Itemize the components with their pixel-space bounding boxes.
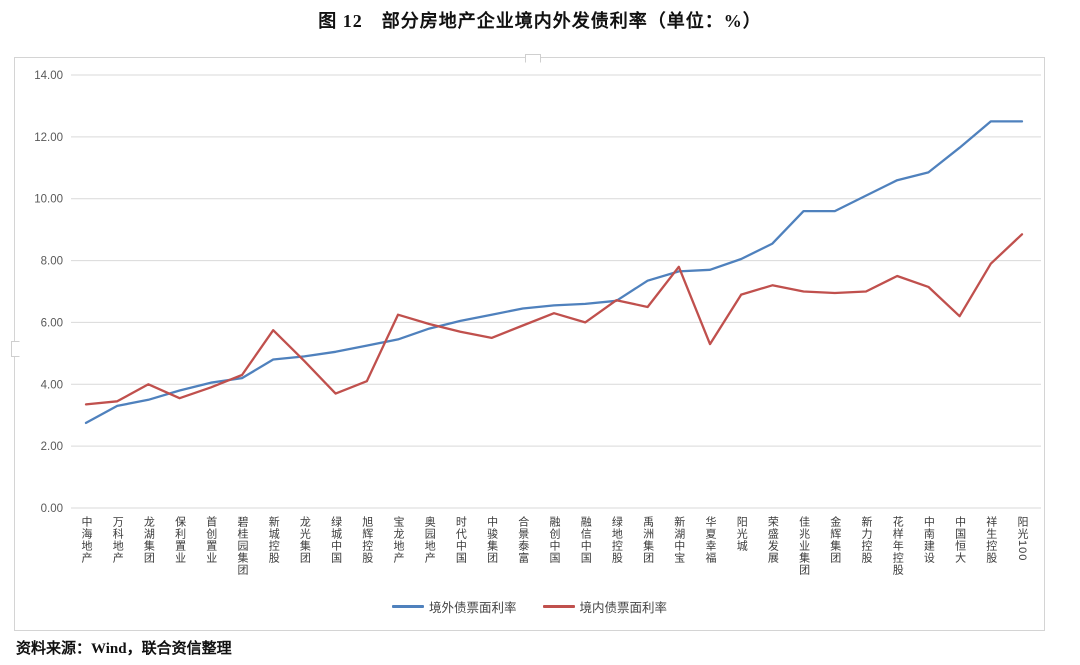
x-axis-label: 首创置业 bbox=[204, 516, 217, 564]
x-axis-label: 花样年控股 bbox=[891, 516, 904, 576]
x-axis-label: 新湖中宝 bbox=[672, 516, 685, 564]
x-axis-label: 宝龙地产 bbox=[392, 516, 404, 564]
offshore-line-swatch-icon bbox=[391, 605, 424, 608]
legend-label-offshore: 境外债票面利率 bbox=[428, 601, 517, 615]
y-axis-tick-label: 14.00 bbox=[34, 70, 63, 82]
x-axis-label: 金辉集团 bbox=[828, 516, 841, 564]
x-axis-label: 龙湖集团 bbox=[142, 516, 155, 564]
x-axis-label: 新力控股 bbox=[860, 516, 872, 564]
x-axis-label: 禹洲集团 bbox=[641, 516, 654, 564]
x-axis-label: 中海地产 bbox=[80, 516, 92, 564]
x-axis-label: 祥生控股 bbox=[984, 516, 997, 564]
y-axis-tick-label: 12.00 bbox=[34, 132, 63, 144]
legend-item-onshore: 境内债票面利率 bbox=[542, 597, 668, 616]
chart-container: 0.00 2.00 4.00 6.00 8.00 10.00 12.00 14.00 中海地产… bbox=[11, 54, 1045, 631]
y-axis-tick-label: 8.00 bbox=[41, 256, 63, 268]
x-axis-label: 荣盛发展 bbox=[766, 516, 779, 564]
x-axis-label: 时代中国 bbox=[454, 516, 467, 564]
page-title: 图 12 部分房地产企业境内外发债利率（单位：%） bbox=[318, 11, 762, 31]
onshore-line-swatch-icon bbox=[542, 605, 575, 608]
y-axis-tick-label: 4.00 bbox=[41, 379, 63, 391]
x-axis-label: 新城控股 bbox=[267, 516, 280, 564]
x-axis-label: 合景泰富 bbox=[516, 516, 529, 564]
x-axis-label: 旭辉控股 bbox=[360, 516, 373, 564]
chart-selection-handle-top bbox=[525, 54, 541, 63]
line-chart-canvas: 0.00 2.00 4.00 6.00 8.00 10.00 12.00 14.00 bbox=[34, 70, 1041, 515]
x-axis-label: 融创中国 bbox=[548, 516, 560, 564]
x-axis-label: 融信中国 bbox=[579, 516, 592, 564]
x-axis-label: 阳光100 bbox=[1016, 516, 1028, 562]
x-axis-label: 绿城中国 bbox=[329, 516, 342, 564]
offshore-bond-rate-line bbox=[84, 120, 1024, 425]
x-axis-label: 中骏集团 bbox=[485, 516, 498, 564]
legend-label-onshore: 境内债票面利率 bbox=[579, 601, 668, 615]
x-axis-label: 保利置业 bbox=[173, 516, 186, 564]
chart-selection-handle-left bbox=[11, 341, 20, 357]
x-axis-label: 龙光集团 bbox=[298, 516, 311, 564]
x-axis-label: 中国恒大 bbox=[953, 516, 966, 564]
x-axis-label: 碧桂园集团 bbox=[236, 516, 248, 576]
onshore-bond-rate-line bbox=[84, 233, 1024, 406]
source-note: 资料来源：Wind，联合资信整理 bbox=[16, 641, 232, 657]
y-axis-tick-label: 6.00 bbox=[41, 317, 63, 329]
x-axis-label: 奥园地产 bbox=[423, 516, 436, 564]
chart-legend: 境外债票面利率 境内债票面利率 bbox=[15, 597, 1044, 616]
x-axis-label: 中南建设 bbox=[922, 516, 935, 564]
x-axis-label: 阳光城 bbox=[735, 516, 748, 552]
y-axis-tick-label: 10.00 bbox=[34, 194, 63, 206]
x-axis-label: 华夏幸福 bbox=[704, 516, 716, 564]
x-axis-label: 佳兆业集团 bbox=[797, 516, 810, 576]
legend-item-offshore: 境外债票面利率 bbox=[391, 597, 517, 616]
x-axis-label: 万科地产 bbox=[111, 516, 124, 564]
y-axis-tick-label: 0.00 bbox=[41, 503, 63, 515]
y-axis-tick-label: 2.00 bbox=[41, 441, 63, 453]
x-axis-label: 绿地控股 bbox=[610, 516, 623, 564]
